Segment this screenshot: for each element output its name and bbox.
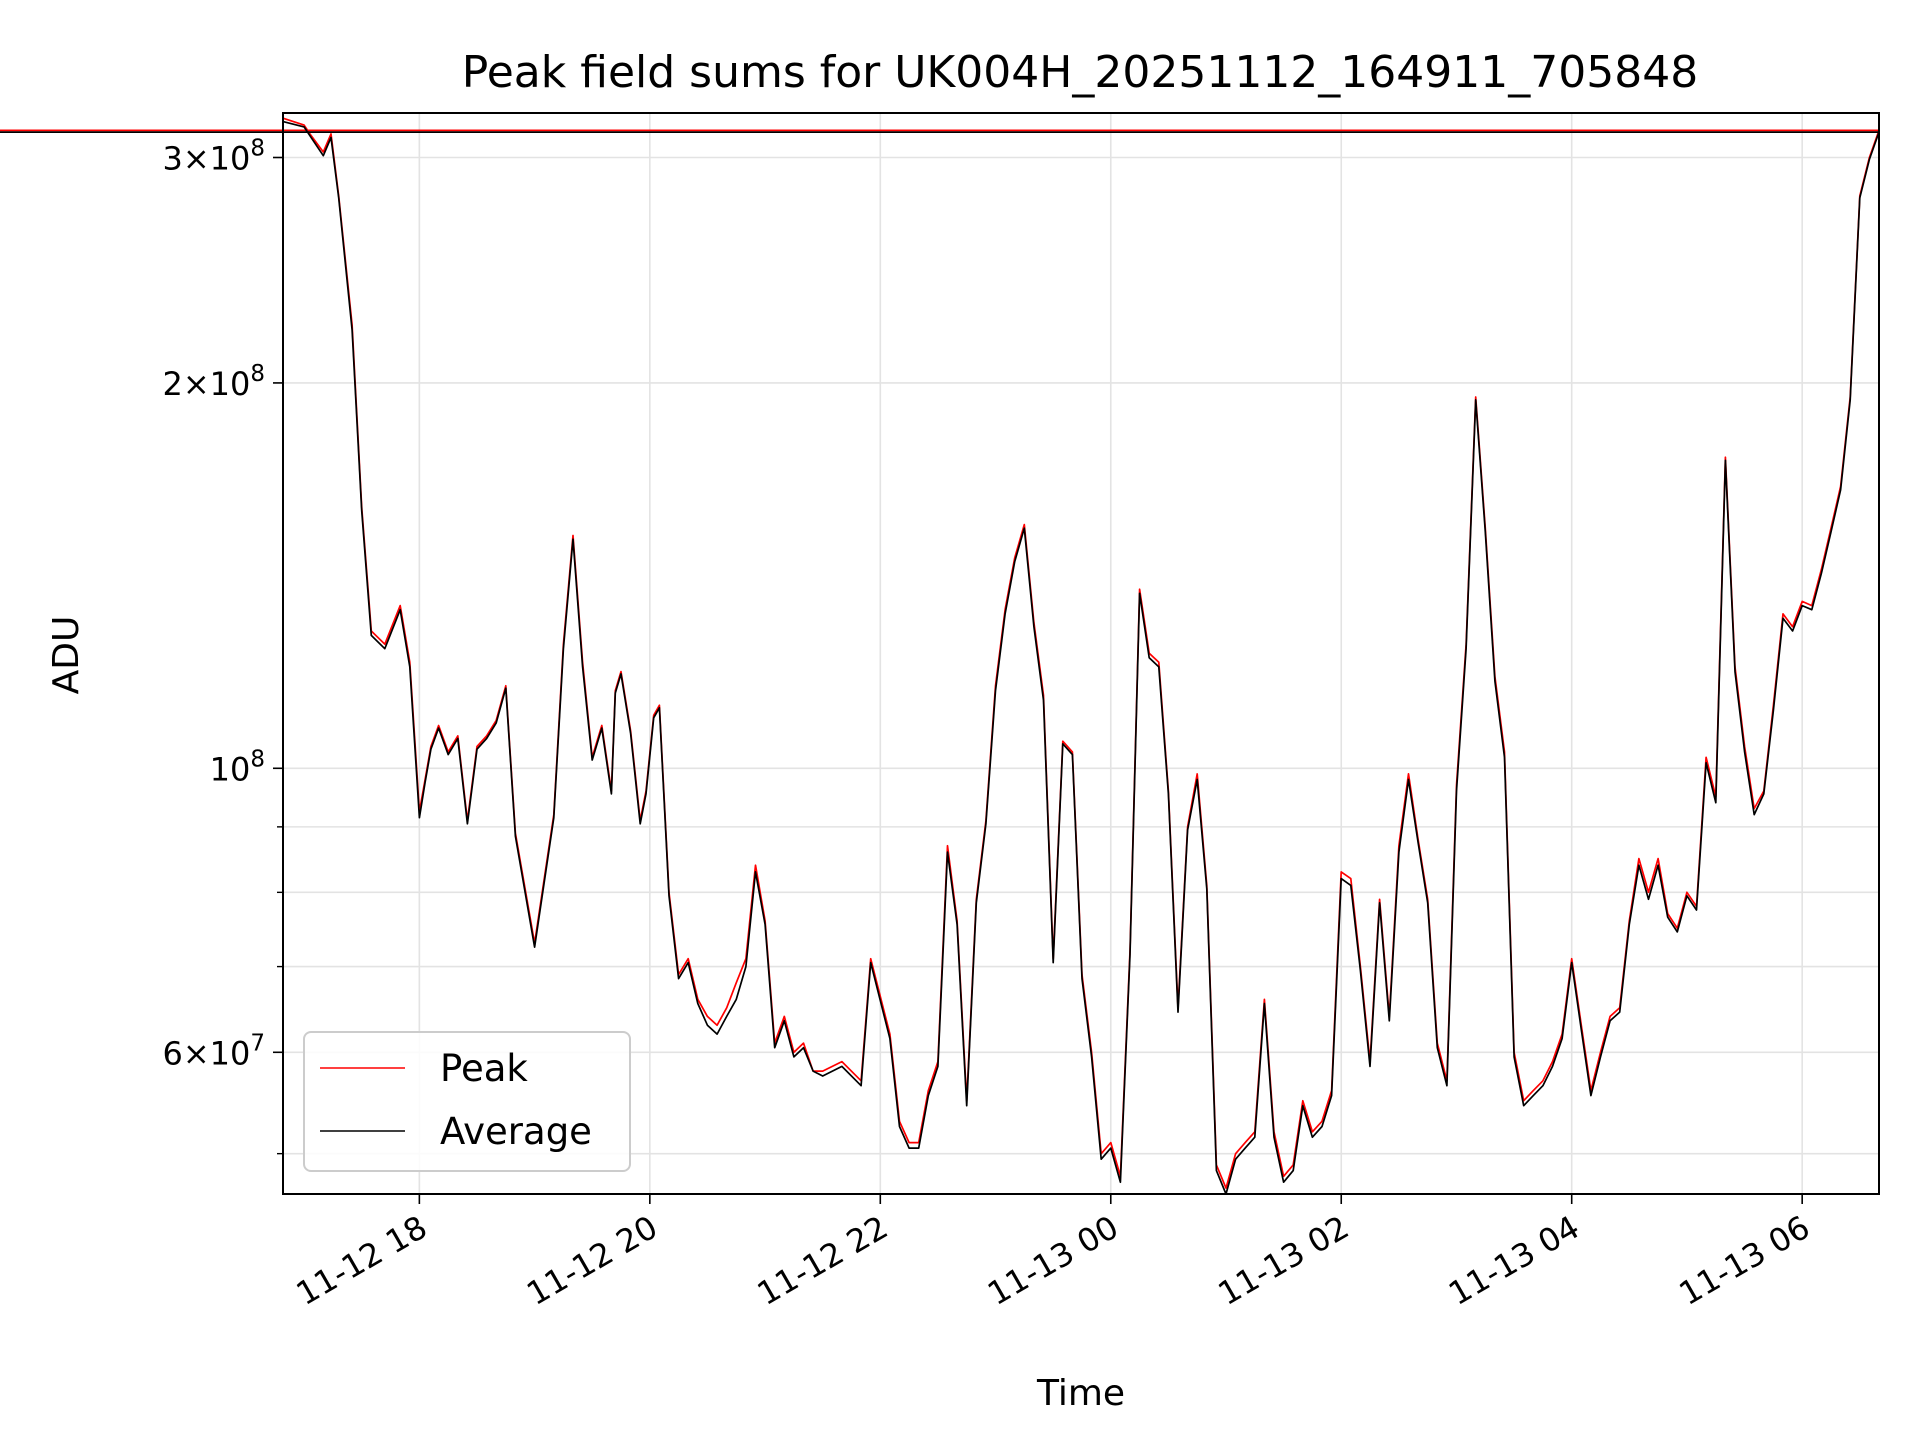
x-axis-label: Time — [1036, 1373, 1125, 1414]
series-layer — [0, 117, 1880, 1195]
legend-label-peak: Peak — [440, 1047, 528, 1090]
y-axis-label: ADU — [46, 616, 87, 695]
y-tick-label: 6×107 — [162, 1030, 265, 1072]
series-line-average — [0, 120, 1880, 1195]
legend-box — [303, 1031, 631, 1172]
plot-frame — [282, 112, 1880, 1195]
legend-label-average: Average — [440, 1110, 592, 1153]
legend: Peak Average — [303, 1031, 631, 1172]
y-tick-label: 3×108 — [162, 136, 265, 178]
grid-lines — [283, 113, 1879, 1194]
axis-ticks — [273, 156, 1803, 1204]
y-tick-labels: 3×108 2×108 108 6×107 — [162, 136, 265, 1073]
chart-title: Peak field sums for UK004H_20251112_1649… — [462, 47, 1698, 98]
y-tick-label: 2×108 — [162, 361, 265, 403]
y-tick-label: 108 — [210, 746, 265, 788]
